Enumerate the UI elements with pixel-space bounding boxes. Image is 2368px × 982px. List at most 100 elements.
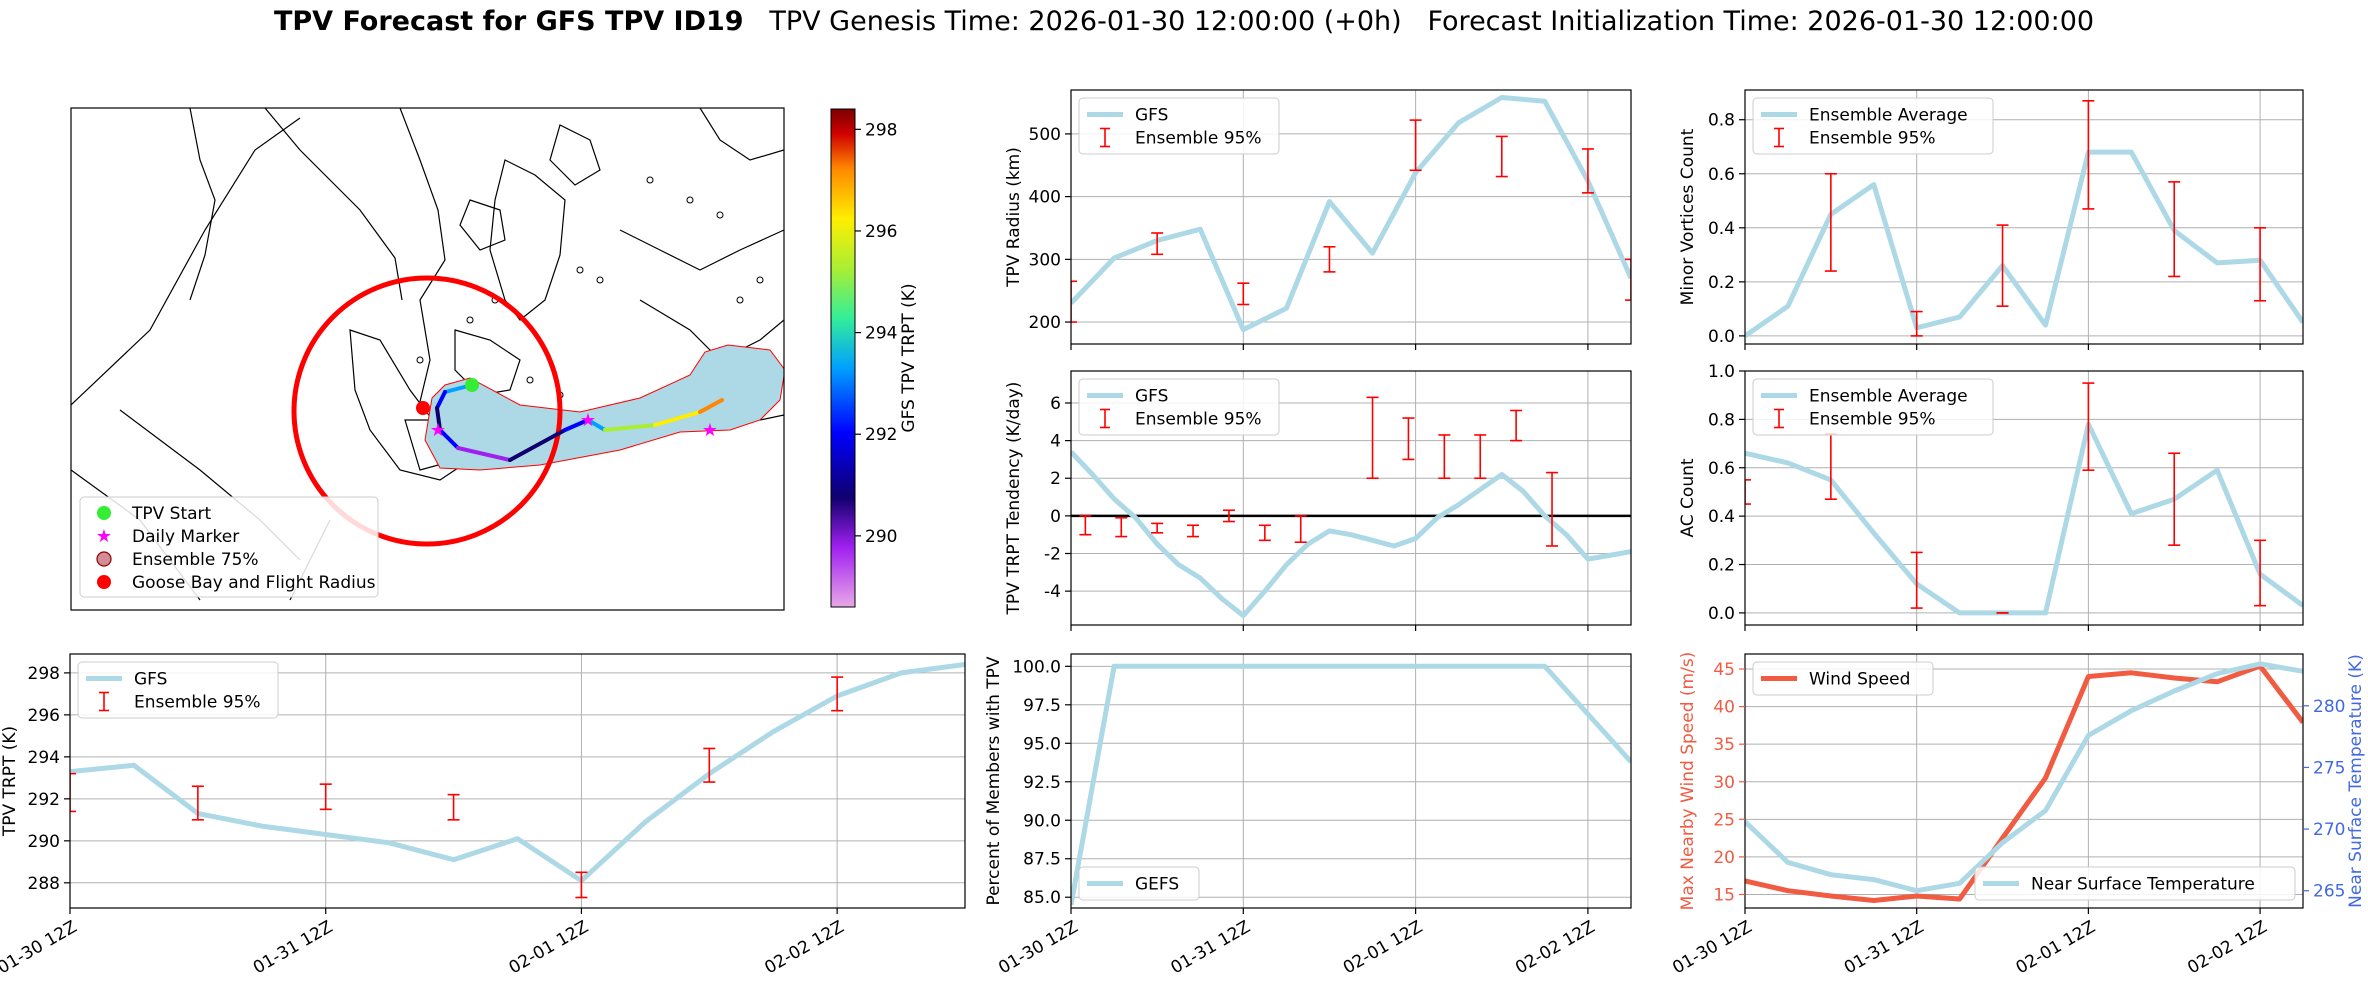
y-tick-label: -2 — [1044, 545, 1061, 565]
series-line — [1745, 149, 2303, 338]
track-segment — [653, 410, 702, 427]
y-tick-label: 0.6 — [1708, 165, 1735, 185]
error-bar — [1366, 396, 1379, 480]
coastline — [399, 108, 446, 411]
y-axis-label: TPV TRPT Tendency (K/day) — [1004, 382, 1024, 616]
track-segment — [435, 406, 442, 432]
island — [576, 266, 584, 274]
y-tick-label: 45 — [1713, 660, 1735, 680]
error-bar — [2254, 539, 2267, 607]
error-bar — [1294, 515, 1307, 544]
legend-members-frame — [1078, 866, 1200, 901]
error-bar — [1510, 409, 1523, 442]
error-bar — [1071, 280, 1077, 323]
map-frame — [70, 107, 785, 611]
error-bar — [831, 676, 844, 712]
y-axis-label: Minor Vortices Count — [1678, 128, 1698, 305]
axes-frame — [1070, 370, 1632, 626]
x-tick-label: 02-01 12Z — [2013, 917, 2099, 978]
legend-ac_count-frame — [1752, 378, 1994, 436]
y-tick-label: 0.4 — [1708, 507, 1735, 527]
map-panel: ★ ★ ★ TPV Start ★ Daily Marker Ensemble 75% Goo… — [70, 107, 919, 611]
island — [716, 211, 724, 219]
error-bar — [1996, 224, 2009, 307]
error-bar — [1824, 433, 1837, 501]
axes-frame — [1744, 89, 2304, 345]
y-right-tick-label: 280 — [2313, 697, 2345, 717]
x-tick-label: 01-30 12Z — [0, 917, 81, 978]
legend-wind-label: Wind Speed — [1809, 670, 1910, 690]
y-tick-label: 20 — [1713, 848, 1735, 868]
daily-marker: ★ — [580, 410, 596, 431]
track-segment — [603, 423, 657, 432]
error-bar — [1581, 148, 1594, 194]
error-bar — [1237, 282, 1250, 306]
series-line — [1071, 663, 1631, 906]
error-bar — [2168, 452, 2181, 546]
legend-temp-label: Near Surface Temperature — [2031, 875, 2255, 895]
map-legend-label: Daily Marker — [132, 527, 239, 547]
axes-frame — [1070, 89, 1632, 345]
y-tick-label: 6 — [1050, 394, 1061, 414]
plot-area — [70, 662, 965, 899]
plot-area — [1745, 100, 2303, 338]
y-tick-label: 0 — [1050, 507, 1061, 527]
y-tick-label: 0.2 — [1708, 556, 1735, 576]
colorbar-tick-label: 292 — [865, 425, 897, 445]
ensemble-75-area — [424, 344, 784, 471]
legend-temp: Near Surface Temperature — [1974, 866, 2296, 901]
island — [416, 356, 424, 364]
figure-title: TPV Forecast for GFS TPV ID19 TPV Genesi… — [0, 6, 2368, 37]
map-legend-marker — [97, 506, 111, 520]
error-bar — [319, 783, 332, 811]
error-bar — [70, 772, 76, 813]
y-tick-label: 40 — [1713, 698, 1735, 718]
legend-trpt-label: GFS — [134, 670, 167, 690]
error-bar — [1079, 515, 1092, 536]
x-tick-label: 02-02 12Z — [1512, 917, 1598, 978]
y-tick-label: 0.4 — [1708, 219, 1735, 239]
error-bar — [1151, 522, 1164, 534]
y-axis-label: TPV Radius (km) — [1004, 147, 1024, 288]
map-legend-frame — [79, 496, 379, 598]
tpv-start-marker — [465, 378, 479, 392]
y-tick-label: 400 — [1029, 188, 1061, 208]
y-axis-label: Max Nearby Wind Speed (m/s) — [1678, 652, 1698, 911]
axes-frame — [1744, 370, 2304, 626]
panel-members: 85.0 87.5 90.0 92.5 95.0 97.5 100.0 01-30 12Z 01… — [984, 653, 1632, 978]
legend-minor_vortices: Ensemble Average Ensemble 95% — [1752, 97, 1994, 155]
coastline — [349, 329, 471, 481]
y-tick-label: 35 — [1713, 735, 1735, 755]
error-bar — [1409, 119, 1422, 172]
daily-marker: ★ — [430, 420, 446, 441]
track-segment — [438, 428, 460, 450]
y-right-tick-label: 270 — [2313, 820, 2345, 840]
series-line — [70, 662, 965, 884]
y-tick-label: 0.8 — [1708, 111, 1735, 131]
error-bar — [1474, 434, 1487, 480]
colorbar-label: GFS TPV TRPT (K) — [899, 283, 919, 432]
panel-minor_vortices: 0.0 0.2 0.4 0.6 0.8 Minor Vortices Count Ensem… — [1678, 89, 2304, 350]
title-main: TPV Forecast for GFS TPV ID19 — [273, 6, 744, 37]
legend-trpt-frame — [77, 661, 279, 719]
y-right-tick-label: 275 — [2313, 758, 2345, 778]
y-tick-label: 0.0 — [1708, 604, 1735, 624]
title-genesis: TPV Genesis Time: 2026-01-30 12:00:00 (+… — [769, 6, 1402, 37]
map-legend-marker — [96, 551, 112, 567]
y-tick-label: 2 — [1050, 469, 1061, 489]
series-line — [1071, 450, 1631, 619]
y-tick-label: 0.8 — [1708, 410, 1735, 430]
y-tick-label: 100.0 — [1012, 657, 1061, 677]
x-tick-label: 02-02 12Z — [761, 917, 847, 978]
y-tick-label: 500 — [1029, 125, 1061, 145]
colorbar-tick-label: 294 — [865, 324, 897, 344]
y-tick-label: 296 — [28, 706, 60, 726]
error-bar — [1546, 471, 1559, 547]
legend-trpt: GFS Ensemble 95% — [77, 661, 279, 719]
y-tick-label: 288 — [28, 874, 60, 894]
panel-tendency: -4 -2 0 2 4 6 TPV TRPT Tendency (K/day) GFS Ense… — [1004, 370, 1632, 631]
map-legend-label: Goose Bay and Flight Radius — [132, 573, 376, 593]
y-tick-label: 0.6 — [1708, 459, 1735, 479]
error-bar — [1258, 524, 1271, 542]
